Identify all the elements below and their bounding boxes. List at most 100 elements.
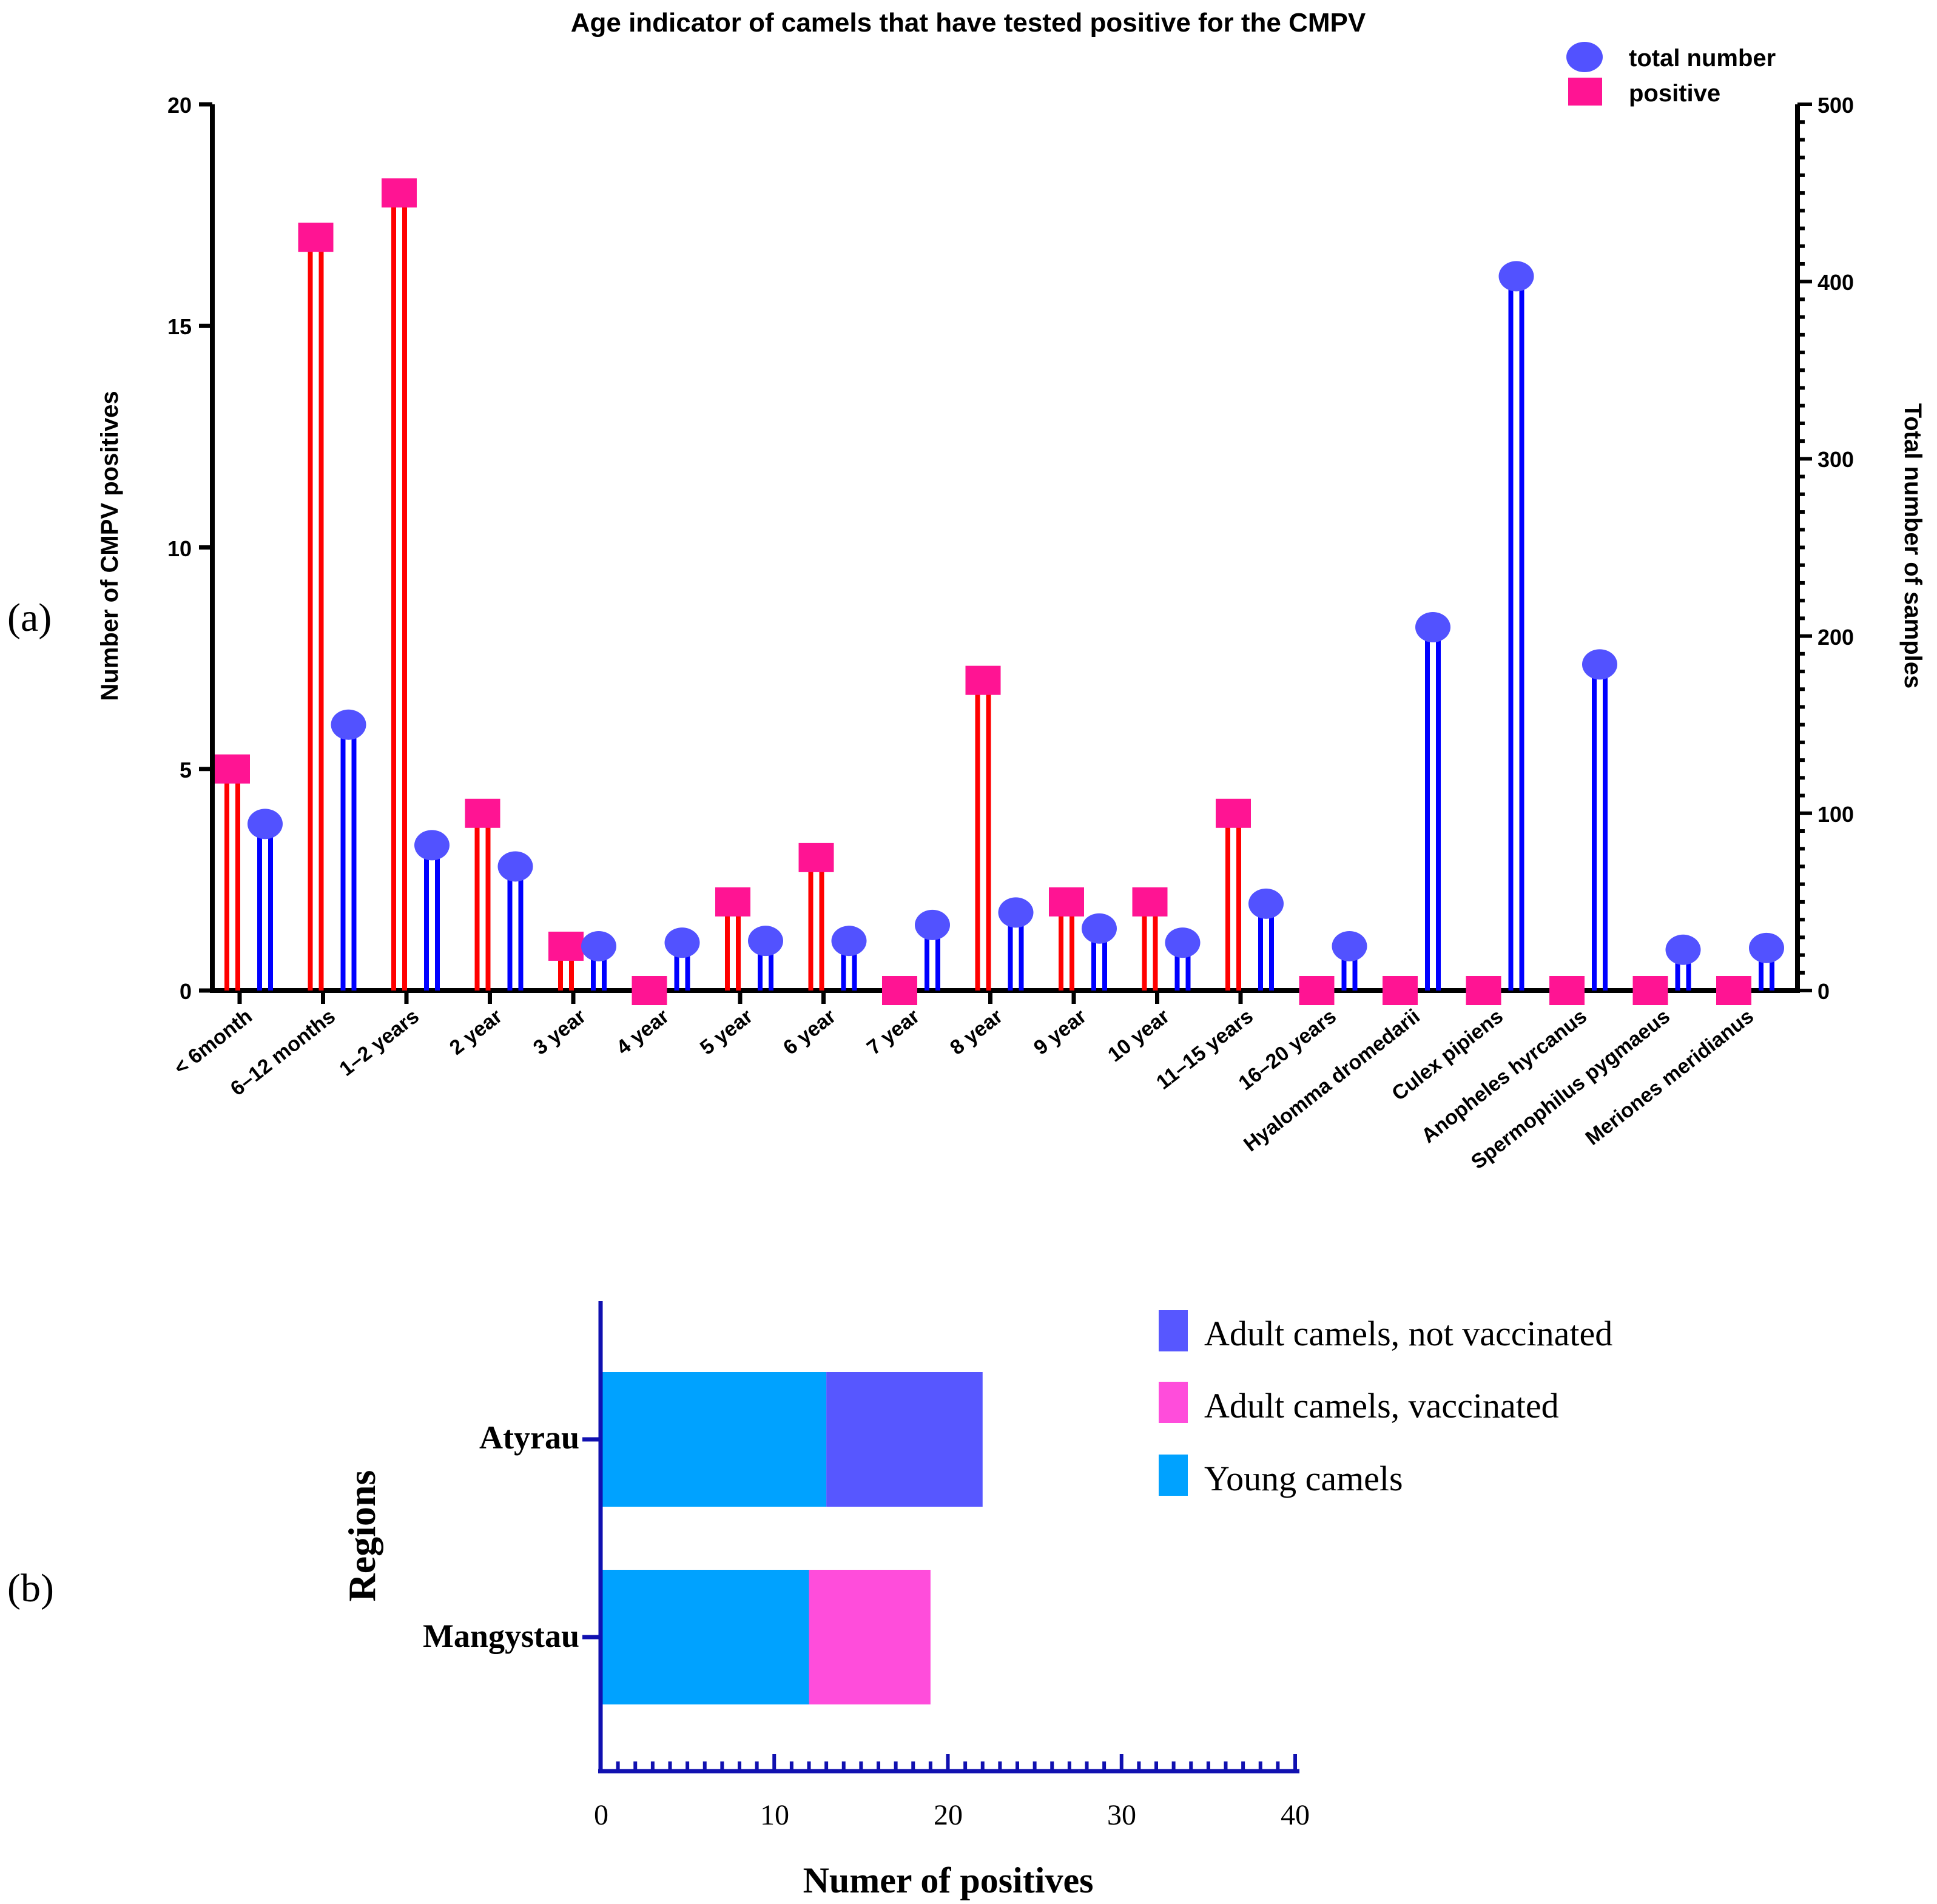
legend-label-total-number: total number <box>1629 45 1776 72</box>
chart-a-x-tick-label: 6 year <box>779 1004 840 1059</box>
total-number-marker <box>1248 888 1284 919</box>
bar-segment <box>601 1570 809 1704</box>
chart-a-y-tick-label: 5 <box>180 758 192 782</box>
chart-a-y-tick-labels: 0 5 10 15 20 <box>167 93 192 1004</box>
legend-swatch-adult-not-vaccinated <box>1159 1310 1188 1351</box>
positive-marker <box>882 976 917 1005</box>
chart-b-x-tick-marks <box>599 1754 1297 1771</box>
positive-marker <box>798 843 834 872</box>
chart-a-x-tick-label: 4 year <box>612 1004 673 1059</box>
total-number-marker <box>248 809 283 839</box>
total-number-marker <box>1332 930 1367 961</box>
positive-marker <box>965 665 1001 695</box>
chart-a-x-tick-label: 2 year <box>445 1004 507 1059</box>
positive-marker <box>465 798 500 828</box>
chart-a-x-tick-label: 9 year <box>1029 1004 1091 1059</box>
chart-a-y2-tick-label: 200 <box>1817 625 1854 650</box>
positive-marker <box>1383 976 1418 1005</box>
chart-b: 0 10 20 30 40 Atyrau Mangystau Numer of … <box>340 1301 1612 1900</box>
chart-a-y-axis-label: Number of CMPV positives <box>96 391 123 701</box>
chart-b-legend: Adult camels, not vaccinated Adult camel… <box>1159 1310 1612 1498</box>
chart-b-x-tick-labels: 0 10 20 30 40 <box>594 1799 1310 1831</box>
chart-a-y2-tick-label: 300 <box>1817 447 1854 472</box>
chart-a-x-tick-label: 1–2 years <box>335 1004 423 1080</box>
chart-a-y-tick-label: 15 <box>167 314 192 339</box>
positive-marker <box>1466 976 1501 1005</box>
total-number-marker <box>1082 913 1117 944</box>
chart-b-x-tick-label: 30 <box>1107 1799 1136 1831</box>
positive-marker <box>1049 887 1084 917</box>
positive-marker <box>215 754 250 784</box>
total-number-marker <box>1582 649 1617 680</box>
chart-a-legend: total number positive <box>1566 42 1776 107</box>
positive-marker <box>1549 976 1585 1005</box>
legend-swatch-young-camels <box>1159 1455 1188 1496</box>
bar-segment <box>826 1372 983 1507</box>
chart-b-y-tick-labels: Atyrau Mangystau <box>423 1419 579 1654</box>
chart-b-category-label: Atyrau <box>479 1419 579 1456</box>
chart-a-x-tick-label: 8 year <box>946 1004 1007 1059</box>
chart-a-title: Age indicator of camels that have tested… <box>571 8 1366 38</box>
chart-a-x-tick-label: 5 year <box>696 1004 757 1059</box>
chart-a-y-tick-marks <box>199 102 1812 993</box>
chart-b-x-tick-label: 40 <box>1281 1799 1310 1831</box>
chart-b-x-tick-label: 10 <box>760 1799 789 1831</box>
chart-a-y2-tick-label: 500 <box>1817 93 1854 118</box>
chart-b-x-axis-label: Numer of positives <box>803 1860 1094 1900</box>
positive-marker <box>1716 976 1751 1005</box>
positive-marker <box>1632 976 1668 1005</box>
chart-a-x-tick-label: 3 year <box>529 1004 590 1059</box>
legend-label-adult-vaccinated: Adult camels, vaccinated <box>1204 1386 1559 1425</box>
chart-a-y2-axis-label: Total number of samples <box>1899 403 1926 688</box>
total-number-marker <box>331 709 366 740</box>
chart-b-y-axis-label: Regions <box>340 1470 383 1602</box>
total-number-marker <box>497 851 533 882</box>
positive-marker <box>1299 976 1335 1005</box>
legend-label-positive: positive <box>1629 80 1720 107</box>
total-number-marker <box>414 830 450 861</box>
positive-marker <box>632 976 667 1005</box>
total-number-marker <box>581 930 616 961</box>
total-number-marker <box>998 897 1034 928</box>
chart-b-x-tick-label: 0 <box>594 1799 608 1831</box>
total-number-marker <box>1498 261 1534 292</box>
positive-marker <box>715 887 750 917</box>
chart-a-axes <box>210 104 1800 993</box>
total-number-marker <box>664 927 700 958</box>
chart-a-x-tick-label: 10 year <box>1103 1004 1174 1066</box>
chart-a-x-tick-labels: < 6month 6–12 months 1–2 years 2 year 3 … <box>170 1004 1758 1174</box>
positive-marker <box>382 178 417 208</box>
chart-b-x-tick-label: 20 <box>934 1799 963 1831</box>
chart-a-marks <box>215 178 1784 1005</box>
legend-marker-total-number <box>1566 42 1603 72</box>
legend-label-young-camels: Young camels <box>1204 1459 1403 1498</box>
chart-b-category-label: Mangystau <box>423 1618 579 1654</box>
total-number-marker <box>1165 927 1201 958</box>
legend-swatch-adult-vaccinated <box>1159 1382 1188 1423</box>
total-number-marker <box>831 926 867 957</box>
positive-marker <box>1216 798 1251 828</box>
positive-marker <box>548 931 584 961</box>
chart-a-y2-tick-labels: 0 100 200 300 400 500 <box>1817 93 1854 1004</box>
panel-label-a: (a) <box>7 596 52 640</box>
total-number-marker <box>1415 611 1450 642</box>
legend-label-adult-not-vaccinated: Adult camels, not vaccinated <box>1204 1314 1612 1353</box>
total-number-marker <box>1749 932 1784 963</box>
chart-a-y-tick-label: 10 <box>167 536 192 561</box>
chart-a: Age indicator of camels that have tested… <box>96 8 1926 1174</box>
positive-marker <box>1132 887 1168 917</box>
panel-label-b: (b) <box>7 1566 54 1610</box>
chart-a-y2-tick-label: 100 <box>1817 802 1854 827</box>
chart-a-y2-tick-label: 400 <box>1817 270 1854 295</box>
chart-b-bars <box>601 1372 983 1704</box>
total-number-marker <box>1665 934 1701 965</box>
chart-a-x-tick-label: 7 year <box>863 1004 924 1059</box>
legend-marker-positive <box>1568 78 1602 106</box>
chart-a-y-tick-label: 20 <box>167 93 192 118</box>
bar-segment <box>601 1372 827 1507</box>
chart-a-y2-tick-label: 0 <box>1817 979 1830 1004</box>
positive-marker <box>298 223 334 252</box>
total-number-marker <box>915 909 950 940</box>
bar-segment <box>809 1570 931 1704</box>
